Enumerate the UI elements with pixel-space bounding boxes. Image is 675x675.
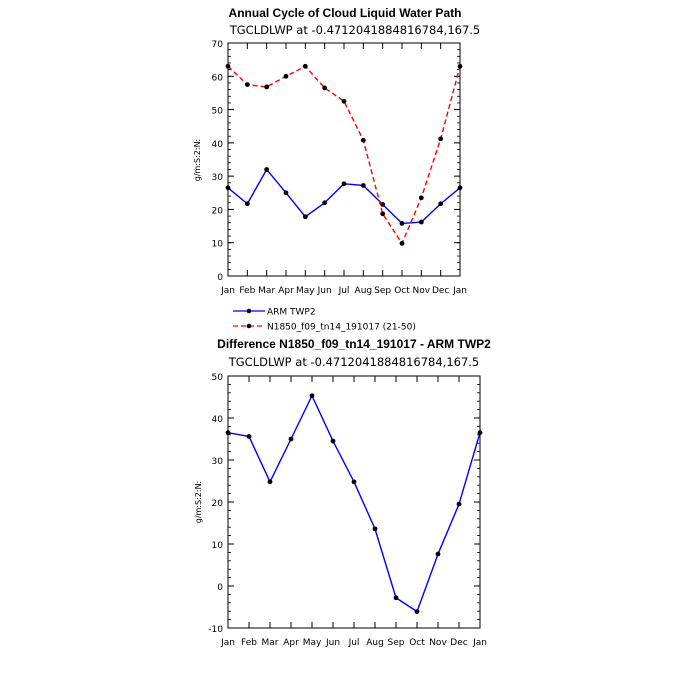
data-point <box>438 136 444 142</box>
data-point <box>351 479 357 485</box>
y-tick-label: 0 <box>217 273 223 283</box>
x-tick-label: Dec <box>432 286 449 296</box>
legend: ARM TWP2 N1850_f09_tn14_191017 (21-50) <box>233 308 416 333</box>
y-tick-label: 50 <box>212 373 224 383</box>
data-point <box>372 526 378 532</box>
data-point <box>414 609 420 615</box>
data-point <box>322 200 328 206</box>
x-tick-label: Dec <box>450 638 467 648</box>
data-point <box>225 185 231 191</box>
y-tick-label: 0 <box>217 583 223 593</box>
legend-label-arm: ARM TWP2 <box>267 308 316 318</box>
data-point <box>418 219 424 225</box>
data-point <box>267 479 273 485</box>
data-point <box>322 85 328 91</box>
x-tick-label: Nov <box>429 638 447 648</box>
data-point <box>457 185 463 191</box>
data-point <box>438 201 444 207</box>
x-tick-label: Jan <box>220 286 235 296</box>
y-tick-label: 30 <box>212 457 224 467</box>
x-tick-label: Apr <box>278 286 294 296</box>
plot-frame <box>227 375 481 629</box>
x-tick-label: Aug <box>366 638 384 648</box>
data-point <box>288 436 294 442</box>
data-point <box>341 98 347 104</box>
x-tick-label: Apr <box>283 638 299 648</box>
difference-panel: Difference N1850_f09_tn14_191017 - ARM T… <box>194 337 491 648</box>
data-point <box>302 214 308 220</box>
data-point <box>244 82 250 88</box>
data-point <box>264 84 270 90</box>
x-tick-label: Oct <box>394 286 410 296</box>
chart-title: Difference N1850_f09_tn14_191017 - ARM T… <box>217 337 491 351</box>
chart-subtitle: TGCLDLWP at -0.4712041884816784,167.5 <box>229 23 481 37</box>
data-point <box>225 430 231 436</box>
y-tick-label: 60 <box>212 73 224 83</box>
data-point <box>393 595 399 601</box>
data-point <box>309 393 315 399</box>
x-tick-label: Jul <box>338 286 350 296</box>
x-tick-label: Sep <box>388 638 405 648</box>
x-tick-label: Sep <box>374 286 391 296</box>
y-tick-label: 40 <box>212 140 224 150</box>
legend-marker-model <box>246 323 252 329</box>
legend-label-model: N1850_f09_tn14_191017 (21-50) <box>267 323 416 333</box>
series-line-0 <box>227 168 461 225</box>
y-tick-label: 20 <box>212 206 224 216</box>
series-line-1 <box>227 65 461 245</box>
data-point <box>380 202 386 207</box>
x-tick-label: Mar <box>262 638 279 648</box>
x-tick-label: Jan <box>220 638 235 648</box>
chart-subtitle: TGCLDLWP at -0.4712041884816784,167.5 <box>228 355 480 369</box>
x-tick-label: Jan <box>472 638 487 648</box>
x-tick-label: May <box>296 286 315 296</box>
data-point <box>244 201 250 207</box>
x-tick-label: Jan <box>452 286 467 296</box>
y-tick-label: 30 <box>212 173 224 183</box>
x-tick-label: Feb <box>239 286 255 296</box>
x-tick-label: Feb <box>241 638 257 648</box>
y-axis-label: g/m:S:2:N: <box>193 139 202 182</box>
series-line-0 <box>227 395 481 613</box>
data-point <box>360 137 366 143</box>
data-point <box>225 63 231 69</box>
annual-cycle-panel: Annual Cycle of Cloud Liquid Water Path … <box>193 6 480 296</box>
x-tick-label: Mar <box>258 286 275 296</box>
chart-title: Annual Cycle of Cloud Liquid Water Path <box>229 6 462 20</box>
y-tick-label: -10 <box>208 625 223 635</box>
y-tick-label: 20 <box>212 499 224 509</box>
data-point <box>360 183 366 188</box>
data-point <box>435 551 441 557</box>
data-point <box>399 240 405 246</box>
x-tick-label: Oct <box>409 638 425 648</box>
y-tick-label: 70 <box>212 40 224 50</box>
x-tick-label: Jun <box>317 286 332 296</box>
data-point <box>246 434 252 439</box>
x-tick-label: Aug <box>355 286 373 296</box>
x-tick-label: Jun <box>325 638 340 648</box>
y-tick-label: 10 <box>212 541 224 551</box>
data-point <box>302 63 308 69</box>
data-point <box>341 181 347 187</box>
data-point <box>264 167 270 172</box>
data-point <box>399 221 405 226</box>
y-axis-label: g/m:S:2:N: <box>194 481 203 524</box>
data-point <box>380 211 386 217</box>
y-tick-label: 40 <box>212 415 224 425</box>
plot-frame <box>227 42 461 277</box>
x-tick-label: Jul <box>348 638 360 648</box>
data-point <box>283 190 289 196</box>
legend-marker-arm <box>246 308 252 314</box>
y-tick-label: 10 <box>212 240 224 250</box>
data-point <box>456 501 462 507</box>
y-tick-label: 50 <box>212 107 224 117</box>
x-tick-label: Nov <box>413 286 431 296</box>
data-point <box>283 73 289 79</box>
data-point <box>477 430 483 436</box>
x-tick-label: May <box>303 638 322 648</box>
data-point <box>457 63 463 69</box>
data-point <box>330 438 336 444</box>
data-point <box>418 195 424 201</box>
